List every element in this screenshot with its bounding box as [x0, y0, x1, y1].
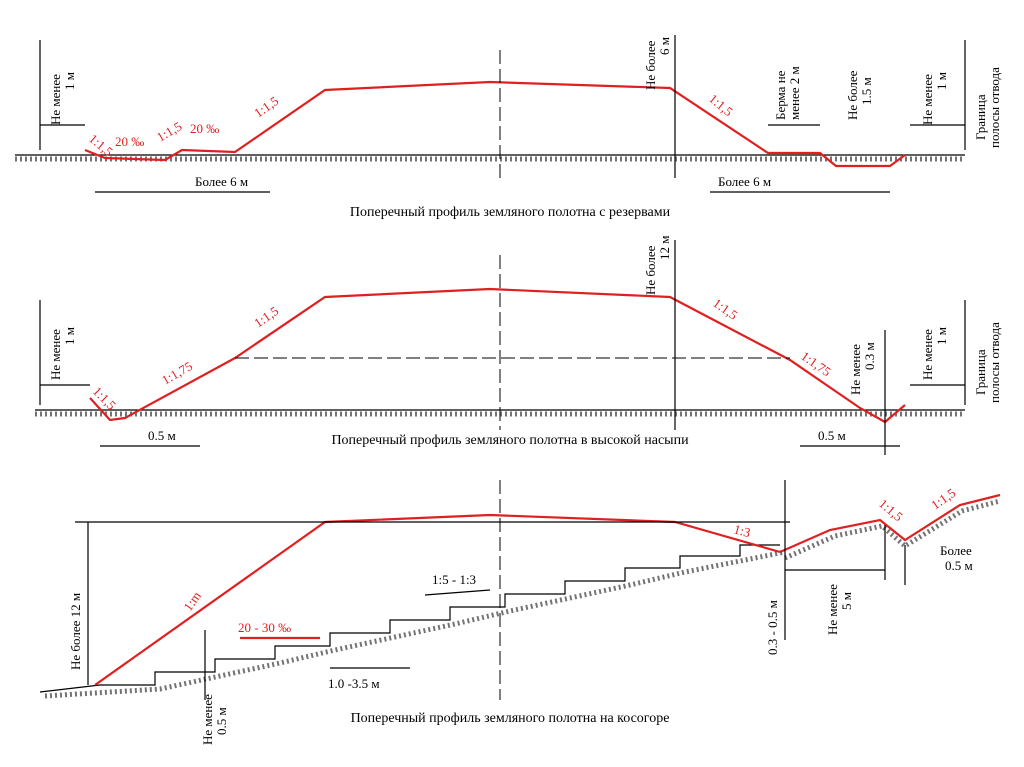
label: Не более12 м: [643, 236, 672, 295]
label: Не менее1 м: [48, 72, 77, 125]
label: Границаполосы отвода: [973, 67, 1002, 148]
label: Границаполосы отвода: [973, 322, 1002, 403]
caption: Поперечный профиль земляного полотна с р…: [350, 205, 671, 220]
ditch-line: [779, 493, 1001, 554]
slope: 20 - 30 ‰: [238, 620, 291, 635]
profile-reserves: Не менее1 м 1:1,5 20 ‰ 1:1,5 20 ‰ 1:1,5 …: [15, 35, 1002, 220]
profile-line: [94, 513, 781, 686]
label: 1.0 -3.5 м: [328, 676, 380, 691]
hatch: [783, 498, 1001, 561]
label: Более 6 м: [718, 174, 771, 189]
label: Не более1.5 м: [845, 70, 874, 120]
profile-high: Не более12 м Не менее1 м 1:1,5 1:1,75 1:…: [35, 236, 1002, 455]
slope: 1:1,5: [710, 295, 740, 322]
profile-slope: Не более 12 м 1:m 20 - 30 ‰ 1:5 - 1:3 1.…: [39, 480, 1001, 745]
arrow: [424, 589, 491, 596]
label: Не менее0.5 м: [200, 694, 229, 745]
slope: 20 ‰: [115, 134, 144, 149]
steps: [39, 544, 780, 693]
caption: Поперечный профиль земляного полотна на …: [351, 711, 670, 726]
label: Более 6 м: [195, 174, 248, 189]
label: Более 0.5 м: [940, 543, 973, 573]
label: Не менее5 м: [825, 584, 854, 635]
label: Не более6 м: [643, 37, 672, 90]
label: Не менее1 м: [920, 72, 949, 125]
label: Берма неменее 2 м: [773, 66, 802, 120]
slope: 20 ‰: [190, 121, 219, 136]
label: 0.5 м: [818, 428, 846, 443]
slope: 1:1,75: [798, 348, 834, 379]
slope: 1:1,5: [154, 118, 184, 144]
label: Не менее1 м: [48, 327, 77, 380]
label: Не менее0.3 м: [848, 342, 877, 395]
slope: 1:3: [732, 521, 752, 540]
slope: 1:1,5: [251, 93, 281, 120]
slope: 1:1,5: [251, 303, 281, 330]
profile-line: [89, 287, 906, 424]
label: Не более 12 м: [68, 593, 83, 670]
slope: 1:1,5: [90, 384, 119, 413]
hatch: [44, 549, 786, 699]
label: 0.5 м: [148, 428, 176, 443]
caption: Поперечный профиль земляного полотна в в…: [331, 433, 689, 448]
profile-line: [84, 80, 906, 168]
label: 0.3 - 0.5 м: [765, 600, 780, 655]
label: Не менее1 м: [920, 327, 949, 380]
label: 1:5 - 1:3: [432, 572, 476, 587]
